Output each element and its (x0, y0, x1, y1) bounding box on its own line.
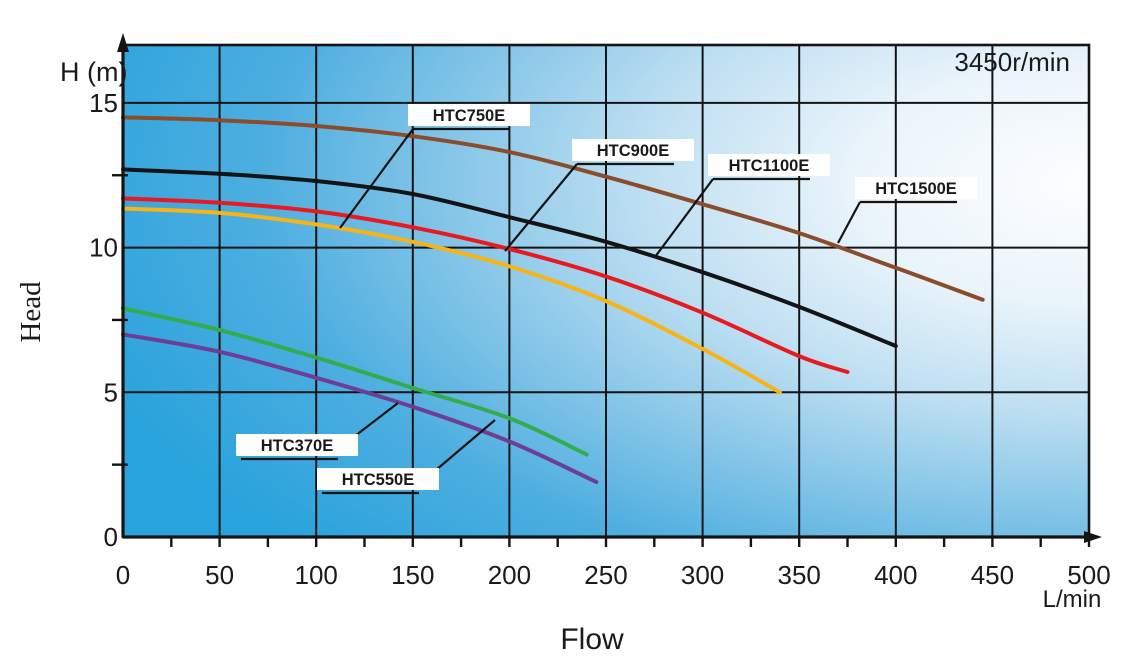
label-text: HTC370E (261, 437, 333, 455)
y-axis-arrow-icon (117, 33, 129, 52)
y-tick-label-0: 0 (104, 522, 118, 552)
leader-line (654, 178, 714, 258)
curve-label-HTC550E: HTC550E (317, 419, 496, 495)
label-box (236, 434, 358, 456)
x-tick-label-50: 50 (205, 560, 234, 590)
curve-HTC900E (121, 196, 850, 374)
x-tick-label-500: 500 (1067, 560, 1110, 590)
x-tick-label-250: 250 (584, 560, 627, 590)
curve-HTC750E (121, 206, 782, 395)
label-text: HTC750E (433, 107, 505, 125)
x-unit-label: L/min (1043, 586, 1102, 613)
x-axis-title: Flow (560, 623, 624, 656)
curve-label-HTC750E: HTC750E (339, 104, 530, 229)
x-tick-label-150: 150 (391, 560, 434, 590)
leader-line (354, 402, 399, 437)
label-box (317, 468, 439, 490)
curve-HTC1100E (121, 167, 898, 348)
x-tick-label-100: 100 (295, 560, 338, 590)
curve-label-HTC900E: HTC900E (504, 139, 694, 252)
y-tick-label-5: 5 (104, 377, 118, 407)
label-box (708, 154, 830, 176)
curve-HTC370E (121, 332, 599, 484)
leader-line (504, 163, 578, 252)
x-tick-label-450: 450 (971, 560, 1014, 590)
curve-label-HTC370E: HTC370E (236, 402, 399, 461)
x-axis-arrow-icon (1084, 531, 1102, 543)
label-text: HTC1500E (875, 180, 957, 198)
x-tick-label-0: 0 (116, 560, 130, 590)
curve-label-HTC1100E: HTC1100E (654, 154, 830, 258)
x-tick-label-200: 200 (488, 560, 531, 590)
speed-annotation: 3450r/min (954, 47, 1070, 77)
x-tick-label-300: 300 (681, 560, 724, 590)
label-text: HTC900E (597, 142, 669, 160)
label-box (408, 104, 530, 126)
leader-line (435, 419, 496, 471)
curve-HTC550E (121, 306, 589, 457)
x-tick-label-400: 400 (874, 560, 917, 590)
label-text: HTC1100E (729, 157, 810, 175)
label-text: HTC550E (342, 471, 414, 489)
curve-HTC1500E (121, 115, 985, 302)
leader-line (339, 128, 414, 229)
leader-line (837, 201, 861, 244)
label-box (572, 139, 694, 161)
y-tick-label-15: 15 (89, 88, 118, 118)
y-tick-label-10: 10 (89, 233, 118, 263)
x-tick-label-350: 350 (778, 560, 821, 590)
label-box (855, 177, 977, 199)
y-axis-name: Head (15, 281, 47, 343)
y-axis-title: H (m) (60, 57, 127, 87)
curve-label-HTC1500E: HTC1500E (837, 177, 977, 244)
